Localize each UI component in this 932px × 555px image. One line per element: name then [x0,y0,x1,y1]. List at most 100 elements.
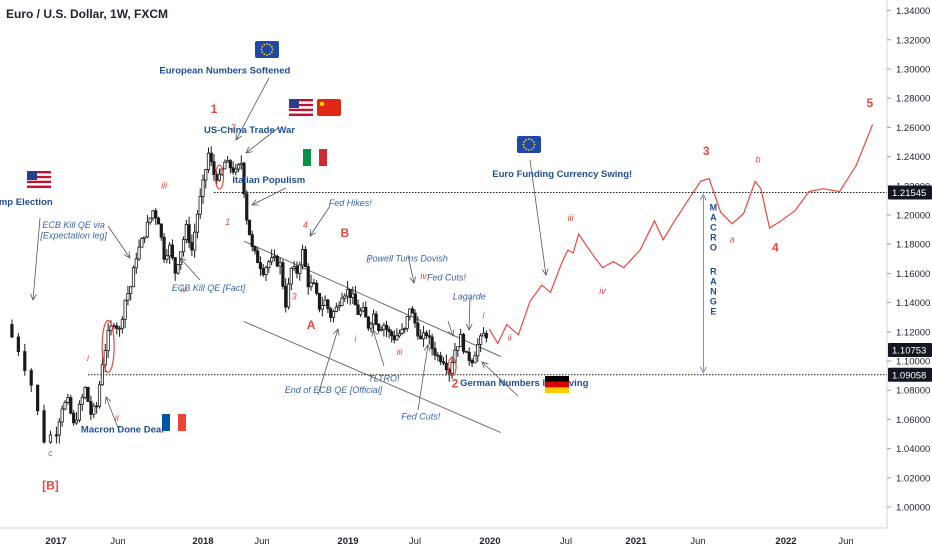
us-flag-stripe [27,173,51,176]
candle-body [306,266,310,288]
time-tick-label: 2017 [45,536,66,547]
candle-body [83,387,87,398]
eu-flag-star [528,138,530,140]
horizontal-levels [88,191,887,376]
annotation-arrow [529,159,547,276]
annotation-arrow [447,320,454,337]
candle-body [190,242,194,251]
annotation-text: Powell Turns Dovish [367,254,448,264]
candle-body [413,312,417,324]
candle-body [193,231,197,251]
eu-flag-star [528,149,530,151]
annotation-arrow [481,361,519,397]
eu-flag-star [266,54,268,56]
candle-body [317,292,322,310]
highlight-oval [214,164,225,190]
annotation-arrow [107,225,131,259]
us-flag-stripe [289,108,313,112]
annotation-text: Macron Done Deal [81,425,164,436]
candle-body [212,161,216,176]
candle-body [421,332,426,340]
candle-body [223,161,227,170]
eu-flag-star [530,138,533,141]
candle-body [441,361,446,364]
eu-flag-star [270,51,273,54]
price-box-label: 1.09058 [892,370,926,381]
us-flag-canton [27,171,37,180]
candle-body [261,268,265,276]
macro-range-letter: A [710,277,717,287]
candle-body [120,318,124,329]
annotation-text: Fed Cuts! [427,273,467,283]
us-flag-stripe [289,103,313,107]
candle-body [29,370,33,386]
candle-body [312,282,316,285]
annotation-arrow [179,257,201,281]
macro-range-letter: G [710,297,717,307]
candle-body [427,335,431,338]
candle-body [382,324,386,330]
candle-body [281,262,285,287]
annotation-text: German Numbers Improving [460,378,588,389]
price-tick-label: 1.00000 [896,503,930,514]
candle-body [424,332,429,337]
annotation-text: TLTRO! [368,373,400,383]
time-tick-label: Jun [110,536,125,547]
eu-flag-star [268,43,271,46]
wave-label: 3 [292,292,297,302]
candle-body [86,387,90,402]
wave-label: 4 [303,220,308,230]
candle-body [467,351,471,361]
price-box-label: 1.21545 [892,188,926,199]
candle-body [459,334,463,348]
candle-body [115,325,119,329]
eu-flag-star [266,43,268,45]
candle-body [187,224,191,243]
candle-body [295,266,299,274]
annotation-text: Italian Populism [232,175,305,186]
eu-flag-star [270,45,273,48]
candle-body [476,343,480,357]
annotation-arrow [32,217,41,301]
annotation-arrow-head [541,268,549,276]
channel-line [243,240,502,358]
candle-body [278,262,282,267]
price-box [888,343,932,358]
annotation-arrow [317,328,339,396]
candle-body [397,332,402,337]
eu-flag-star [260,48,263,51]
eu-flag-star [525,138,528,141]
france-flag-icon [162,414,186,431]
candle-body [60,408,64,423]
price-tick-label: 1.34000 [896,6,930,17]
us-flag-stripe [27,180,51,184]
candle-body [334,306,338,312]
wave-label: B [340,226,349,240]
annotation-text: Fed Hikes! [329,198,373,208]
annotation-arrow-head [235,133,242,141]
eu-flag-star [271,48,274,51]
wave-label: iii [396,347,403,357]
candle-body [326,299,330,310]
candle-body [331,311,336,318]
eu-flag-icon [517,136,541,153]
time-tick-label: Jun [690,536,705,547]
candle-body [289,267,293,285]
candle-body [234,168,238,173]
us-flag-stripe [27,183,51,186]
eu-flag-star [261,51,264,54]
candle-body [390,331,394,337]
macro-range-letter: R [710,267,717,277]
candle-body [315,282,319,294]
candle-body [410,308,415,314]
price-box [888,185,932,200]
candle-body [168,244,172,257]
wave-label: 4 [772,241,779,255]
price-tick-label: 1.04000 [896,444,930,455]
candle-body [140,237,144,248]
us-flag-stripe [27,185,51,189]
candle-body [195,213,200,233]
